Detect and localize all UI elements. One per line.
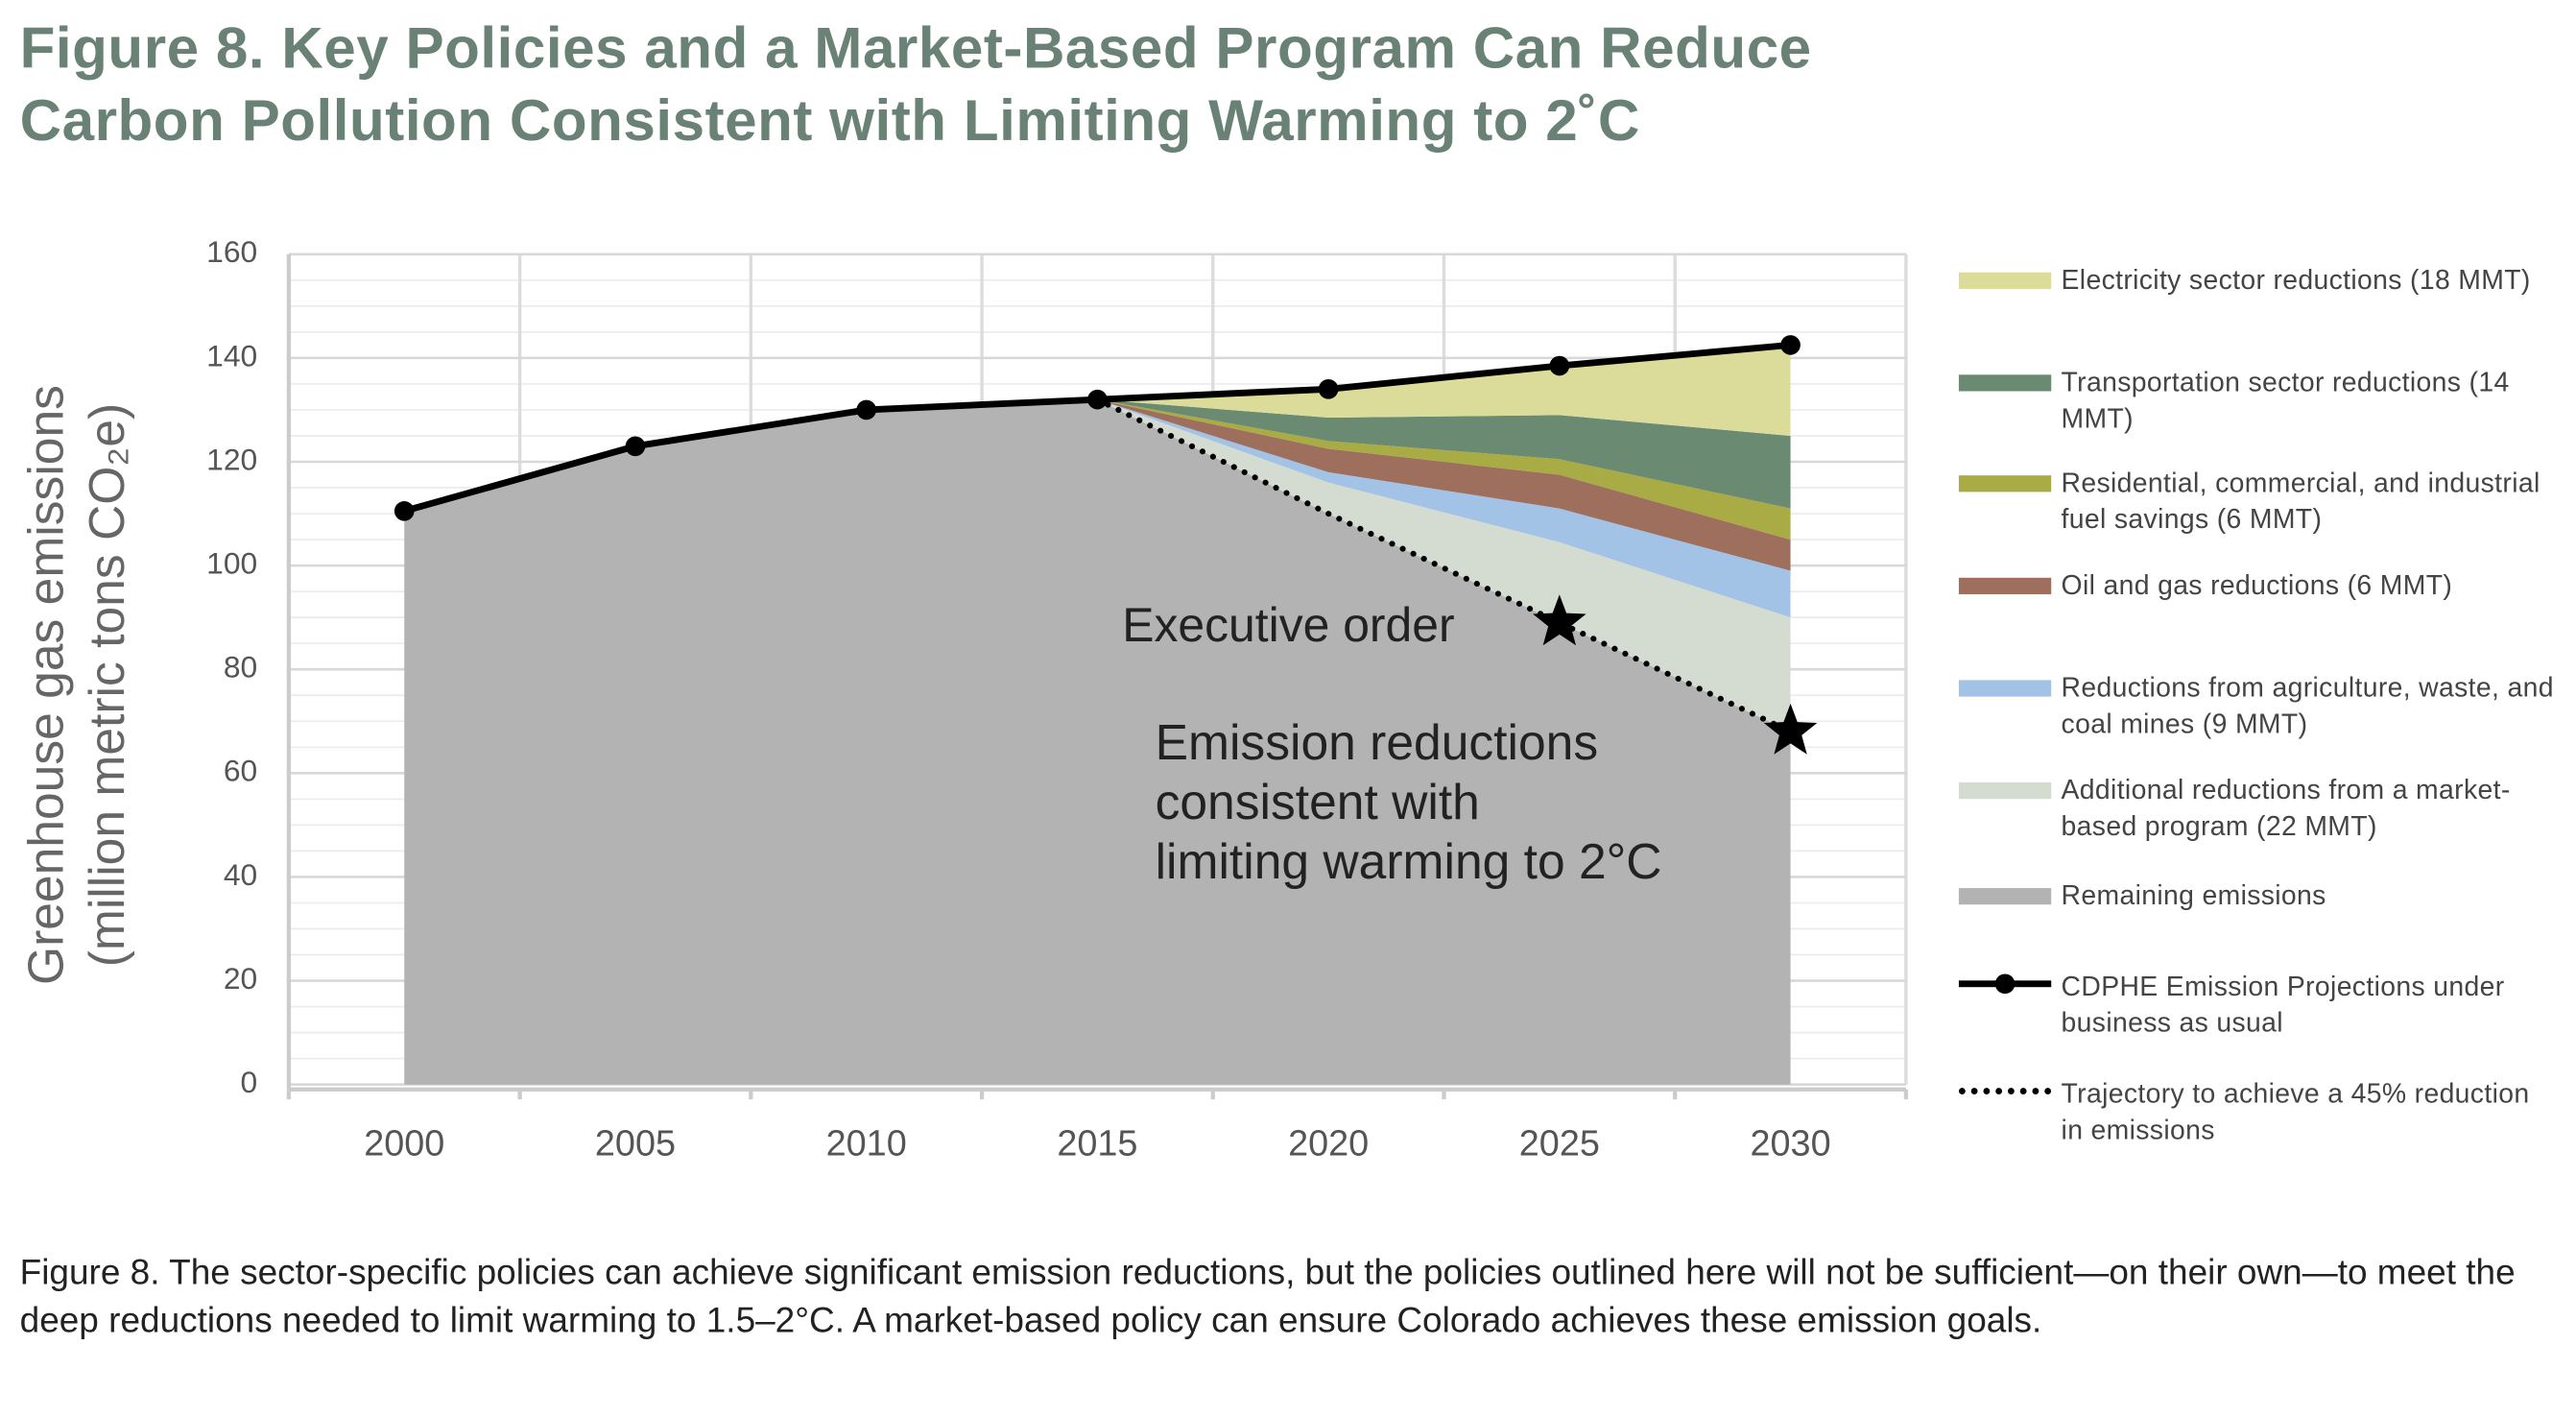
- area: [404, 399, 1791, 733]
- legend-swatch: [1958, 680, 2052, 697]
- legend-swatch: [1958, 272, 2052, 289]
- legend-swatch: [1958, 1088, 2052, 1094]
- area: [404, 345, 1791, 512]
- legend-label: CDPHE Emission Projections under busines…: [2061, 972, 2505, 1039]
- point: [394, 501, 415, 521]
- annotation-line: consistent with: [1156, 774, 1480, 829]
- legend-swatch: [1958, 475, 2052, 492]
- point: [1549, 355, 1570, 376]
- legend-label: Electricity sector reductions (18 MMT): [2061, 265, 2531, 296]
- y-tick-label: 60: [224, 754, 257, 788]
- star-marker: [1533, 594, 1586, 646]
- legend-swatch: [1958, 782, 2052, 800]
- y-tick-label: 80: [224, 650, 257, 684]
- legend-swatch: [1958, 374, 2052, 392]
- point: [1318, 379, 1339, 399]
- x-tick-label: 2020: [1288, 1123, 1369, 1164]
- legend-label: Transportation sector reductions (14 MMT…: [2061, 368, 2510, 435]
- legend-label: Additional reductions from a market-base…: [2061, 776, 2511, 842]
- star-marker: [1763, 703, 1818, 755]
- legend-label: Remaining emissions: [2061, 881, 2326, 912]
- y-tick-label: 160: [206, 234, 257, 269]
- area: [404, 399, 1791, 571]
- point: [625, 436, 646, 457]
- legend-marker: [1994, 973, 2015, 995]
- legend-swatch: [1958, 888, 2052, 905]
- x-tick-label: 2030: [1750, 1123, 1830, 1164]
- caption: Figure 8. The sector-specific policies c…: [19, 1253, 2516, 1341]
- legend-label: Oil and gas reductions (6 MMT): [2061, 570, 2453, 601]
- legend-label: Trajectory to achieve a 45% reduction in…: [2061, 1079, 2530, 1146]
- y-axis-label: Greenhouse gas emissions (million metric …: [17, 385, 134, 985]
- x-tick-label: 2005: [595, 1123, 676, 1164]
- legend-label: Reductions from agriculture, waste, and …: [2061, 673, 2554, 740]
- x-tick-label: 2025: [1519, 1123, 1600, 1164]
- y-tick-label: 140: [206, 338, 257, 372]
- area: [404, 399, 1791, 618]
- y-axis-label-line: Greenhouse gas emissions: [17, 385, 73, 985]
- annotation: Emission reductions consistent with limiti…: [1156, 714, 1662, 889]
- y-tick-label: 20: [224, 961, 257, 996]
- point: [856, 399, 877, 420]
- legend-swatch: [1958, 973, 2052, 995]
- x-tick-label: 2010: [826, 1123, 907, 1164]
- annotation: Executive order: [1122, 598, 1454, 652]
- legend-label: Residential, commercial, and industrial …: [2061, 468, 2540, 536]
- x-tick-label: 2015: [1057, 1123, 1137, 1164]
- annotation-line: Emission reductions: [1156, 714, 1599, 770]
- point: [1780, 335, 1801, 355]
- area: [404, 399, 1791, 512]
- y-tick-label: 120: [206, 442, 257, 476]
- y-axis-label-line: (million metric tons CO₂e): [79, 403, 134, 967]
- annotation-line: limiting warming to 2°C: [1156, 833, 1662, 889]
- chart-title: Figure 8. Key Policies and a Market-Base…: [19, 16, 1812, 154]
- y-tick-label: 40: [224, 857, 257, 892]
- trajectory-line: [1094, 396, 1794, 735]
- legend-swatch: [1958, 577, 2052, 594]
- annotation-line: Executive order: [1122, 598, 1454, 652]
- x-tick-label: 2000: [364, 1123, 444, 1164]
- y-tick-label: 0: [241, 1065, 258, 1099]
- y-tick-label: 100: [206, 546, 257, 581]
